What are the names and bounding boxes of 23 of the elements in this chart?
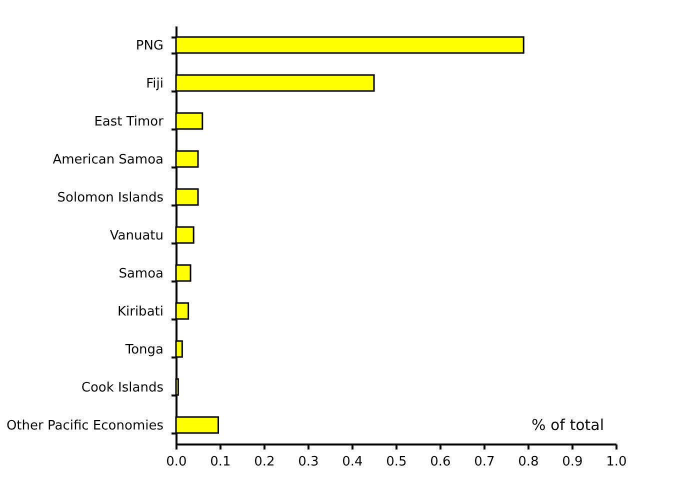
y-tick-label: Fiji bbox=[146, 76, 164, 92]
x-tick-label: 0.0 bbox=[166, 454, 187, 470]
y-tick-label: Cook Islands bbox=[81, 380, 164, 396]
y-tick-label: Vanuatu bbox=[110, 228, 164, 244]
y-tick-label: Tonga bbox=[124, 342, 164, 358]
x-tick-label: 0.5 bbox=[386, 454, 407, 470]
y-tick-label: East Timor bbox=[94, 114, 164, 130]
x-tick-label: 0.6 bbox=[430, 454, 451, 470]
x-tick-label: 0.4 bbox=[342, 454, 363, 470]
x-tick-label: 0.2 bbox=[254, 454, 275, 470]
y-tick-label: Kiribati bbox=[117, 304, 164, 320]
x-tick-label: 0.3 bbox=[298, 454, 319, 470]
x-tick-label: 0.7 bbox=[474, 454, 495, 470]
x-tick-label: 0.9 bbox=[562, 454, 583, 470]
y-tick-label: PNG bbox=[136, 38, 164, 54]
y-tick-label: Samoa bbox=[118, 266, 164, 282]
x-tick-label: 1.0 bbox=[606, 454, 627, 470]
y-tick-label: Other Pacific Economies bbox=[6, 418, 164, 434]
x-axis-title: % of total bbox=[531, 416, 604, 434]
y-tick-label: American Samoa bbox=[52, 152, 164, 168]
x-tick-label: 0.1 bbox=[210, 454, 231, 470]
y-tick-label: Solomon Islands bbox=[57, 190, 164, 206]
x-tick-label: 0.8 bbox=[518, 454, 539, 470]
